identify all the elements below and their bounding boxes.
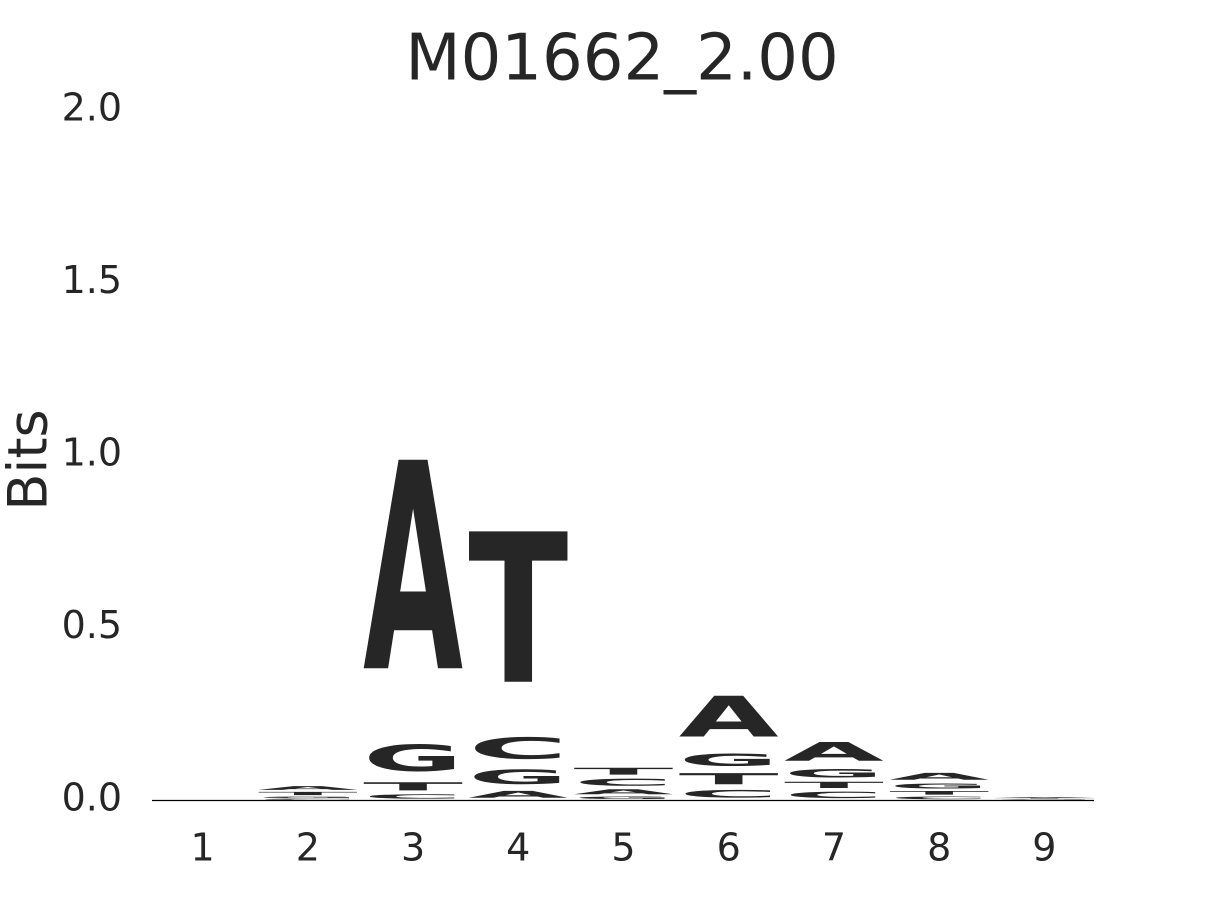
logo-letter: G [574,796,674,800]
y-tick-label: 2.0 [62,86,122,130]
y-tick-label: 0.0 [62,776,122,820]
logo-letter: A [679,685,779,750]
logo-letter: C [784,790,884,800]
logo-letter: T [468,492,568,732]
x-tick-label: 7 [822,826,846,870]
logo-letter: T [784,780,884,790]
logo-letter: C [258,798,358,800]
y-tick-label: 0.5 [62,603,122,647]
logo-letter: C [574,777,674,788]
y-axis-label: Bits [0,409,60,510]
logo-letter: A [889,771,989,782]
logo-letter: G [679,750,779,770]
logo-letter: A [258,785,358,791]
logo-letter: T [363,780,463,793]
logo-letter: A [784,737,884,767]
x-tick-label: 6 [717,826,741,870]
logo-letter: T [574,766,674,777]
logo-letter: G [468,766,568,789]
logo-letter: G [363,738,463,781]
logo-letter: C [679,788,779,800]
logo-letter: T [258,791,358,796]
y-tick-label: 1.0 [62,431,122,475]
logo-letter: G [994,799,1094,800]
x-tick-label: 4 [506,826,530,870]
x-tick-label: 1 [191,826,215,870]
x-tick-label: 5 [611,826,635,870]
logo-letter: G [258,796,358,798]
x-tick-label: 9 [1032,826,1056,870]
logo-letter: A [574,788,674,796]
logo-letter: A [468,789,568,800]
logo-letter: G [889,782,989,790]
logo-letter: C [889,796,989,800]
x-tick-label: 8 [927,826,951,870]
logo-letter: A [363,404,463,737]
chart-title: M01662_2.00 [405,22,838,96]
logo-letter: C [363,793,463,800]
logo-letter: T [889,790,989,796]
logo-letter: A [994,797,1094,798]
x-tick-label: 3 [401,826,425,870]
logo-letter: T [679,770,779,788]
logo-letter: G [784,767,884,780]
x-tick-label: 2 [296,826,320,870]
logo-letter: T [994,798,1094,799]
y-tick-label: 1.5 [62,258,122,302]
logo-letter: C [468,732,568,766]
